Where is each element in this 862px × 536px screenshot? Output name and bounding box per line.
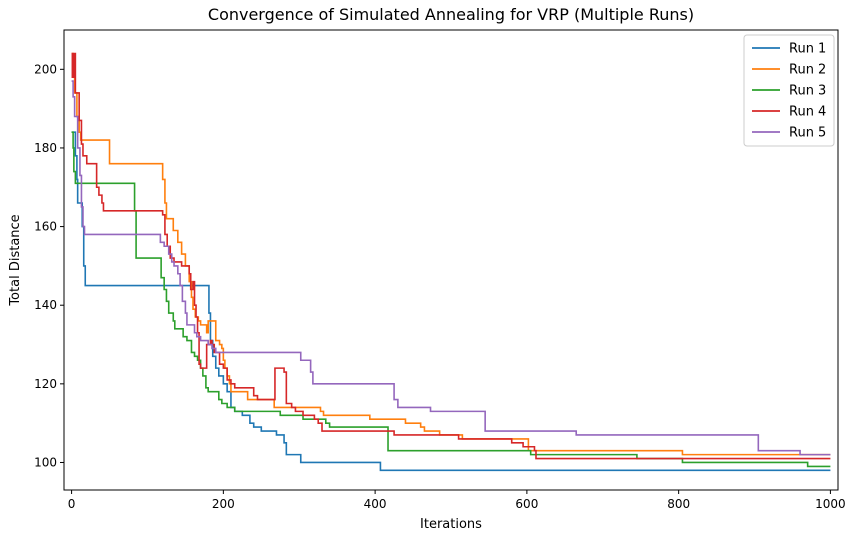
series-line-run-5 xyxy=(71,80,831,456)
y-axis-label: Total Distance xyxy=(8,214,23,306)
x-tick-label: 200 xyxy=(212,497,235,511)
x-tick-label: 400 xyxy=(364,497,387,511)
legend-label: Run 4 xyxy=(789,105,826,120)
y-tick-label: 160 xyxy=(34,220,57,234)
x-axis-label: Iterations xyxy=(420,517,482,532)
y-tick-label: 200 xyxy=(34,62,57,76)
series-line-run-3 xyxy=(71,131,831,468)
y-tick-label: 120 xyxy=(34,377,57,391)
x-axis: 0 200 400 600 800 1000 xyxy=(68,490,846,511)
y-tick-label: 180 xyxy=(34,141,57,155)
x-tick-label: 800 xyxy=(667,497,690,511)
legend-label: Run 5 xyxy=(789,126,826,141)
legend: Run 1 Run 2 Run 3 Run 4 Run 5 xyxy=(743,34,835,147)
series-line-run-2 xyxy=(71,52,831,456)
x-tick-label: 600 xyxy=(515,497,538,511)
x-tick-label: 0 xyxy=(68,497,76,511)
series-line-run-4 xyxy=(71,52,831,460)
chart-title: Convergence of Simulated Annealing for V… xyxy=(208,5,694,24)
y-tick-label: 100 xyxy=(34,455,57,469)
y-axis: 100 120 140 160 180 200 xyxy=(34,62,64,469)
legend-box xyxy=(743,34,835,147)
y-tick-label: 140 xyxy=(34,298,57,312)
series-lines xyxy=(71,52,831,472)
legend-label: Run 2 xyxy=(789,63,826,78)
plot-area-frame xyxy=(63,29,839,491)
x-tick-label: 1000 xyxy=(815,497,846,511)
legend-label: Run 3 xyxy=(789,84,826,99)
legend-label: Run 1 xyxy=(789,42,826,57)
